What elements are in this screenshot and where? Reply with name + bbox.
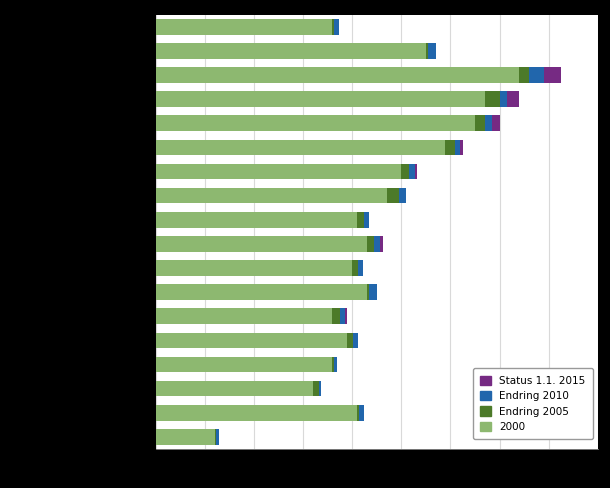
- Bar: [507, 91, 519, 107]
- Bar: [387, 188, 399, 203]
- Bar: [156, 91, 485, 107]
- Bar: [399, 188, 406, 203]
- Bar: [353, 332, 358, 348]
- Bar: [156, 260, 352, 276]
- Bar: [359, 405, 364, 421]
- Bar: [156, 163, 401, 179]
- Bar: [367, 236, 374, 252]
- Bar: [156, 405, 357, 421]
- Bar: [500, 91, 507, 107]
- Bar: [357, 405, 359, 421]
- Bar: [156, 308, 332, 324]
- Bar: [156, 212, 357, 227]
- Bar: [409, 163, 415, 179]
- Bar: [475, 115, 485, 131]
- Bar: [156, 381, 313, 396]
- Bar: [156, 140, 445, 155]
- Bar: [492, 115, 500, 131]
- Bar: [401, 163, 409, 179]
- Bar: [544, 67, 561, 83]
- Bar: [529, 67, 544, 83]
- Legend: Status 1.1. 2015, Endring 2010, Endring 2005, 2000: Status 1.1. 2015, Endring 2010, Endring …: [473, 368, 592, 439]
- Bar: [340, 308, 345, 324]
- Bar: [156, 115, 475, 131]
- Bar: [358, 260, 363, 276]
- Bar: [156, 43, 426, 59]
- Bar: [347, 332, 353, 348]
- Bar: [369, 285, 377, 300]
- Bar: [318, 381, 321, 396]
- Bar: [357, 212, 364, 227]
- Bar: [367, 285, 369, 300]
- Bar: [156, 67, 519, 83]
- Bar: [156, 332, 347, 348]
- Bar: [455, 140, 460, 155]
- Bar: [364, 212, 369, 227]
- Bar: [374, 236, 380, 252]
- Bar: [156, 19, 332, 35]
- Bar: [460, 140, 462, 155]
- Bar: [345, 308, 347, 324]
- Bar: [445, 140, 455, 155]
- Bar: [334, 357, 337, 372]
- Bar: [156, 285, 367, 300]
- Bar: [426, 43, 428, 59]
- Bar: [332, 357, 334, 372]
- Bar: [217, 429, 219, 445]
- Bar: [156, 188, 387, 203]
- Bar: [156, 236, 367, 252]
- Bar: [332, 19, 334, 35]
- Bar: [156, 357, 332, 372]
- Bar: [415, 163, 417, 179]
- Bar: [215, 429, 217, 445]
- Bar: [156, 429, 215, 445]
- Bar: [485, 91, 500, 107]
- Bar: [332, 308, 340, 324]
- Bar: [334, 19, 339, 35]
- Bar: [380, 236, 382, 252]
- Bar: [519, 67, 529, 83]
- Bar: [313, 381, 318, 396]
- Bar: [352, 260, 358, 276]
- Bar: [428, 43, 436, 59]
- Bar: [485, 115, 492, 131]
